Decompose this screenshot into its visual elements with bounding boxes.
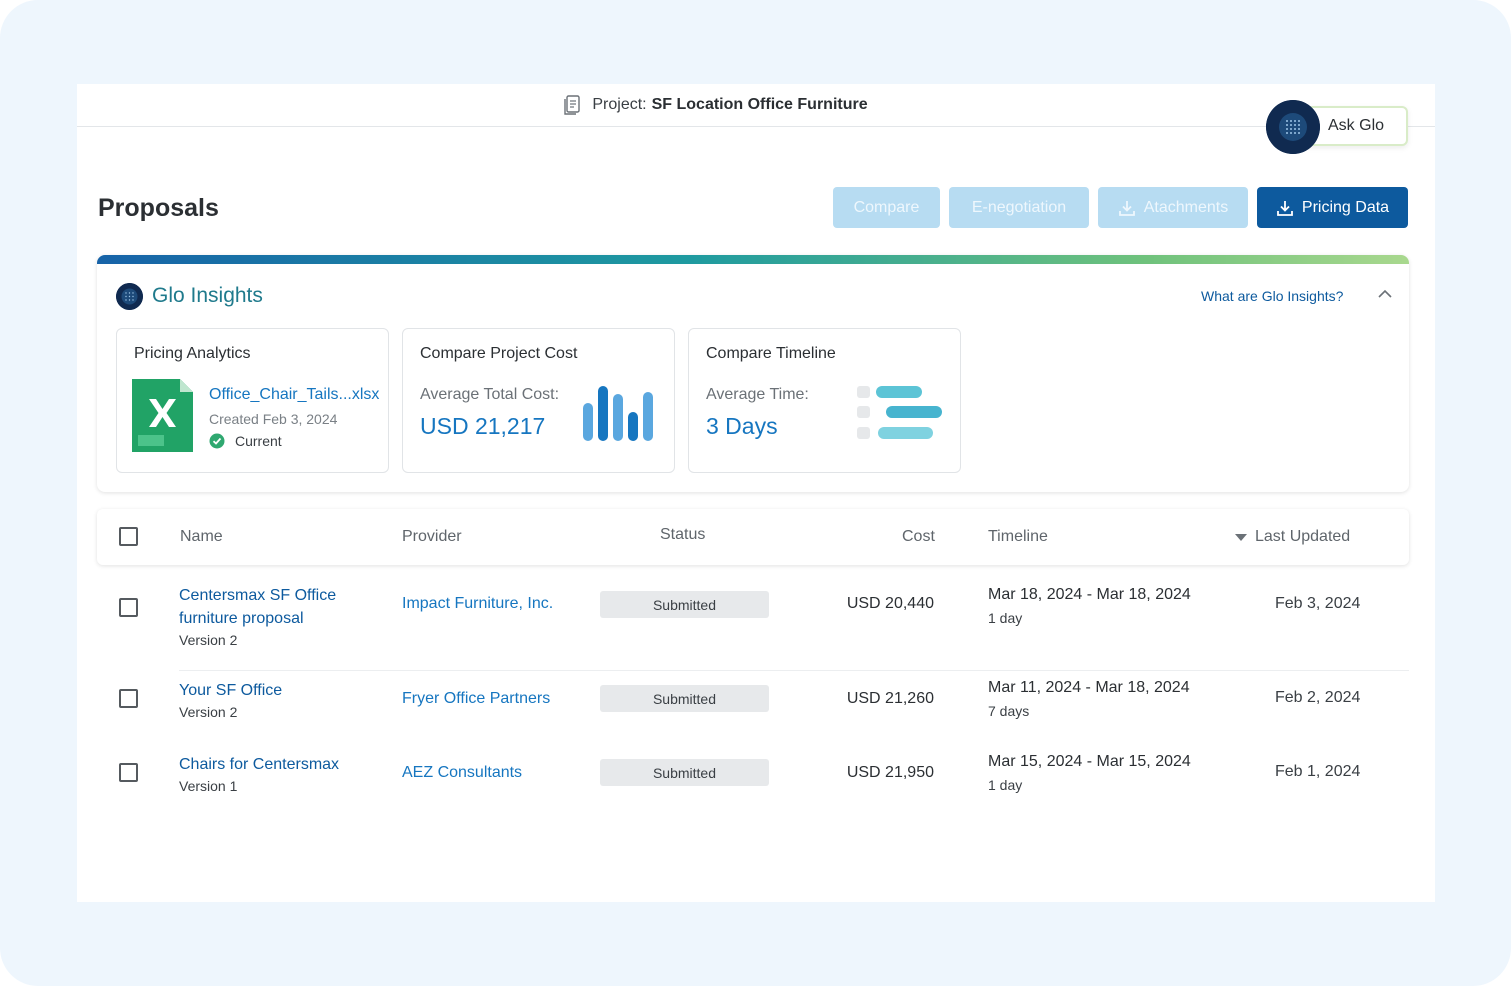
provider-link[interactable]: Fryer Office Partners bbox=[402, 690, 551, 707]
download-icon bbox=[1118, 200, 1135, 216]
sort-down-icon[interactable] bbox=[1235, 534, 1247, 541]
average-time-label: Average Time: bbox=[706, 386, 809, 403]
attachments-button-label: Atachments bbox=[1143, 198, 1229, 216]
insights-title: Glo Insights bbox=[152, 284, 263, 307]
pricing-file-status: Current bbox=[209, 433, 282, 449]
ask-glo-button[interactable]: Ask Glo bbox=[1266, 100, 1408, 154]
excel-file-icon bbox=[132, 379, 193, 452]
pricing-analytics-card[interactable]: Pricing Analytics Office_Chair_Tails...x… bbox=[116, 328, 389, 473]
average-cost-value: USD 21,217 bbox=[420, 413, 546, 439]
proposal-last-updated: Feb 3, 2024 bbox=[1275, 595, 1361, 612]
project-prefix: Project: bbox=[592, 96, 647, 113]
page-title: Proposals bbox=[98, 194, 219, 222]
proposal-duration: 1 day bbox=[988, 610, 1023, 626]
compare-timeline-title: Compare Timeline bbox=[706, 345, 836, 362]
pricing-data-button[interactable]: Pricing Data bbox=[1257, 187, 1408, 228]
proposal-name-link[interactable]: Chairs for Centersmax bbox=[179, 756, 340, 773]
proposal-name-link[interactable]: furniture proposal bbox=[179, 610, 304, 627]
proposal-name-link[interactable]: Centersmax SF Office bbox=[179, 587, 337, 604]
header-name[interactable]: Name bbox=[180, 528, 223, 545]
proposal-duration: 1 day bbox=[988, 777, 1023, 793]
app-window: Project: SF Location Office Furniture As… bbox=[77, 84, 1435, 902]
proposal-cost: USD 21,260 bbox=[846, 690, 934, 707]
e-negotiation-button[interactable]: E-negotiation bbox=[949, 187, 1089, 228]
what-are-glo-insights-link[interactable]: What are Glo Insights? bbox=[1201, 288, 1344, 304]
project-name: SF Location Office Furniture bbox=[651, 96, 868, 113]
compare-cost-title: Compare Project Cost bbox=[420, 345, 578, 362]
download-icon bbox=[1277, 200, 1293, 216]
header-timeline[interactable]: Timeline bbox=[988, 528, 1048, 545]
proposal-cost: USD 20,440 bbox=[846, 595, 934, 612]
proposal-last-updated: Feb 2, 2024 bbox=[1275, 689, 1361, 706]
compare-project-cost-card[interactable]: Compare Project Cost Average Total Cost:… bbox=[402, 328, 675, 473]
row-checkbox[interactable] bbox=[119, 763, 138, 782]
e-negotiation-button-label: E-negotiation bbox=[971, 198, 1067, 216]
attachments-button[interactable]: Atachments bbox=[1098, 187, 1248, 228]
glo-insights-panel: Glo Insights What are Glo Insights? Pric… bbox=[97, 255, 1409, 492]
ask-glo-label: Ask Glo bbox=[1328, 117, 1385, 134]
status-badge: Submitted bbox=[600, 591, 769, 618]
proposal-last-updated: Feb 1, 2024 bbox=[1275, 763, 1361, 780]
header-provider[interactable]: Provider bbox=[402, 528, 462, 545]
status-label: Submitted bbox=[652, 596, 717, 613]
select-all-checkbox[interactable] bbox=[119, 527, 138, 546]
project-header: Project: SF Location Office Furniture bbox=[77, 84, 1435, 127]
status-badge: Submitted bbox=[600, 685, 769, 712]
row-checkbox[interactable] bbox=[119, 598, 138, 617]
table-row[interactable]: Centersmax SF Office furniture proposal … bbox=[97, 584, 1409, 669]
compare-button[interactable]: Compare bbox=[833, 187, 940, 228]
proposal-timeline: Mar 11, 2024 - Mar 18, 2024 bbox=[988, 679, 1190, 696]
row-checkbox[interactable] bbox=[119, 689, 138, 708]
bar-chart-icon bbox=[583, 386, 653, 441]
pricing-file-created: Created Feb 3, 2024 bbox=[209, 411, 338, 427]
average-cost-label: Average Total Cost: bbox=[420, 386, 560, 403]
table-row[interactable]: Your SF Office Version 2 Fryer Office Pa… bbox=[97, 679, 1409, 739]
compare-button-label: Compare bbox=[853, 198, 920, 216]
table-row[interactable]: Chairs for Centersmax Version 1 AEZ Cons… bbox=[97, 753, 1409, 813]
glo-orb-icon bbox=[1266, 100, 1320, 154]
status-label: Submitted bbox=[652, 764, 717, 781]
chevron-up-icon[interactable] bbox=[1377, 289, 1393, 299]
timeline-chart-icon bbox=[857, 386, 942, 439]
pricing-data-button-label: Pricing Data bbox=[1301, 198, 1390, 216]
proposal-timeline: Mar 18, 2024 - Mar 18, 2024 bbox=[988, 586, 1191, 603]
compare-timeline-card[interactable]: Compare Timeline Average Time: 3 Days bbox=[688, 328, 961, 473]
document-icon bbox=[564, 95, 581, 115]
average-time-value: 3 Days bbox=[706, 413, 778, 439]
check-circle-icon bbox=[209, 433, 225, 449]
glo-orb-icon bbox=[116, 283, 143, 310]
status-badge: Submitted bbox=[600, 759, 769, 786]
pricing-analytics-title: Pricing Analytics bbox=[134, 345, 251, 362]
insights-gradient-bar bbox=[97, 255, 1409, 264]
pricing-file-link[interactable]: Office_Chair_Tails...xlsx bbox=[209, 386, 380, 403]
table-header: Name Provider Status Cost Timeline Last … bbox=[97, 509, 1409, 565]
proposals-table: Name Provider Status Cost Timeline Last … bbox=[97, 509, 1409, 889]
proposal-version: Version 1 bbox=[179, 778, 238, 794]
proposal-duration: 7 days bbox=[988, 703, 1030, 719]
proposal-name-link[interactable]: Your SF Office bbox=[179, 682, 283, 699]
header-cost[interactable]: Cost bbox=[902, 528, 935, 545]
proposal-timeline: Mar 15, 2024 - Mar 15, 2024 bbox=[988, 753, 1191, 770]
row-divider bbox=[179, 670, 1409, 671]
header-status[interactable]: Status bbox=[660, 526, 706, 543]
provider-link[interactable]: Impact Furniture, Inc. bbox=[402, 595, 554, 612]
status-label: Submitted bbox=[652, 690, 717, 707]
proposal-cost: USD 21,950 bbox=[846, 764, 934, 781]
proposal-version: Version 2 bbox=[179, 704, 238, 720]
proposal-version: Version 2 bbox=[179, 632, 238, 648]
provider-link[interactable]: AEZ Consultants bbox=[402, 764, 523, 781]
pricing-file-status-label: Current bbox=[235, 433, 282, 449]
header-last-updated[interactable]: Last Updated bbox=[1255, 528, 1351, 545]
